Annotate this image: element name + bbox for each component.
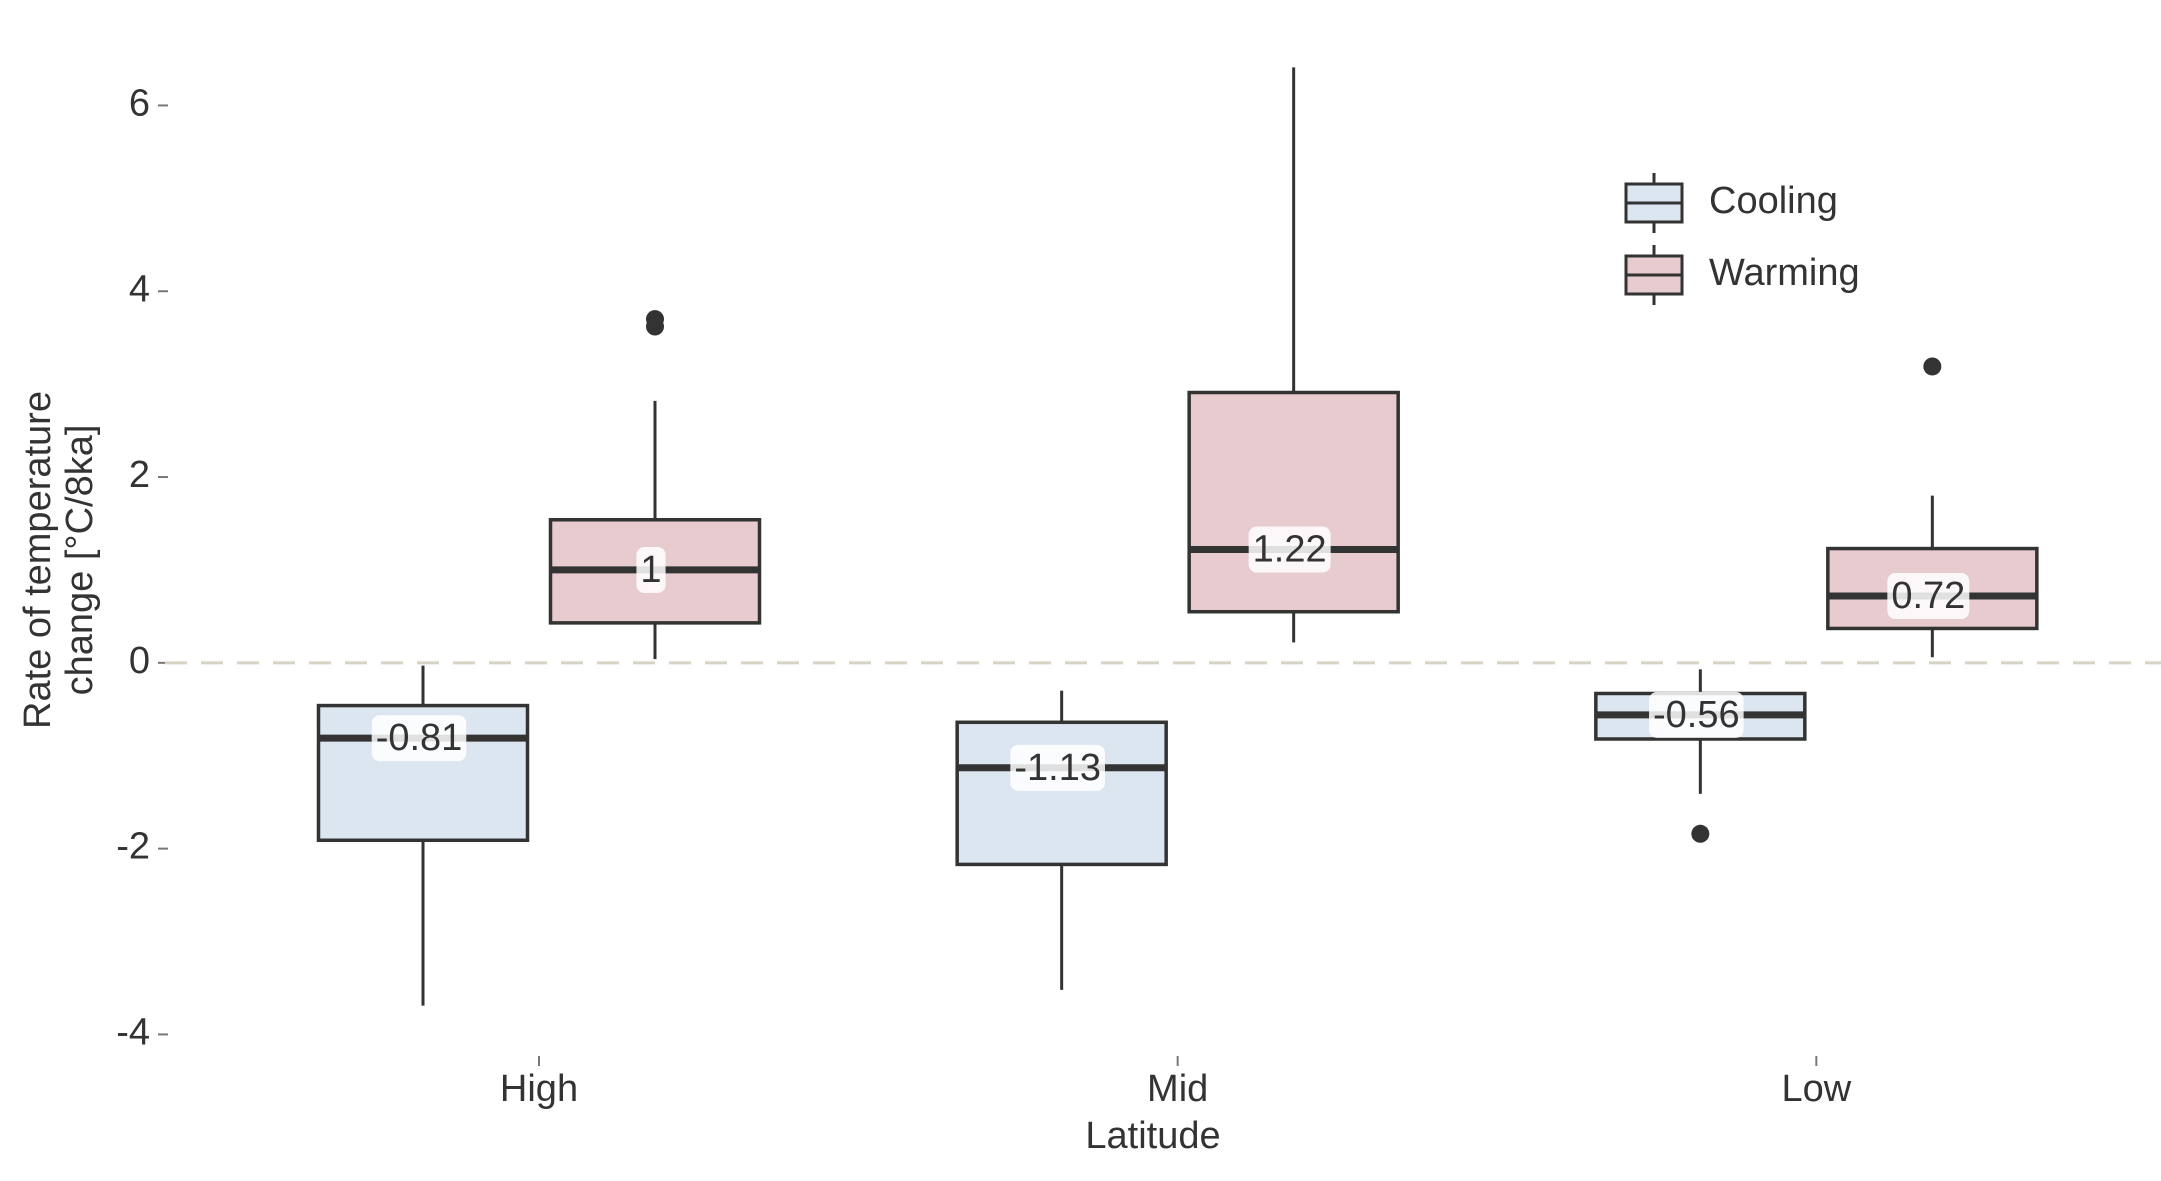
box [955,720,1168,867]
median-label: 1 [640,549,661,591]
outlier [646,310,664,329]
median-label: 1.22 [1253,529,1327,571]
x-axis-label: Latitude [1085,1115,1220,1157]
outlier [1691,824,1710,843]
median-label: -0.81 [376,717,463,759]
x-tick-label: Mid [1147,1068,1208,1110]
median-label-bg [371,715,467,762]
y-tick-label: 2 [129,454,150,496]
y-axis-label-line: change [°C/8ka] [59,425,101,696]
outlier [1923,357,1942,376]
median-label-bg [1887,572,1970,619]
y-tick-label: -4 [116,1011,150,1053]
y-tick-label: 6 [129,82,150,124]
median-label: 0.72 [1891,575,1965,617]
y-tick-label: -2 [116,826,150,868]
legend-label: Warming [1709,252,1860,294]
legend-label: Cooling [1709,180,1838,222]
median-label-bg [1649,691,1744,738]
median-label-bg [636,546,666,593]
y-axis-label: Rate of temperature change [°C/8ka] [17,391,101,729]
y-tick-label: 0 [129,640,150,682]
median-label: -0.56 [1653,694,1740,736]
y-axis-label-line: Rate of temperature [17,391,59,729]
x-tick-label: High [500,1068,578,1110]
median-label-bg [1248,526,1331,573]
median-label: -1.13 [1014,747,1101,789]
box [1187,390,1400,614]
y-tick-label: 4 [129,268,150,310]
x-tick-label: Low [1781,1068,1851,1110]
median-label-bg [1010,744,1105,791]
